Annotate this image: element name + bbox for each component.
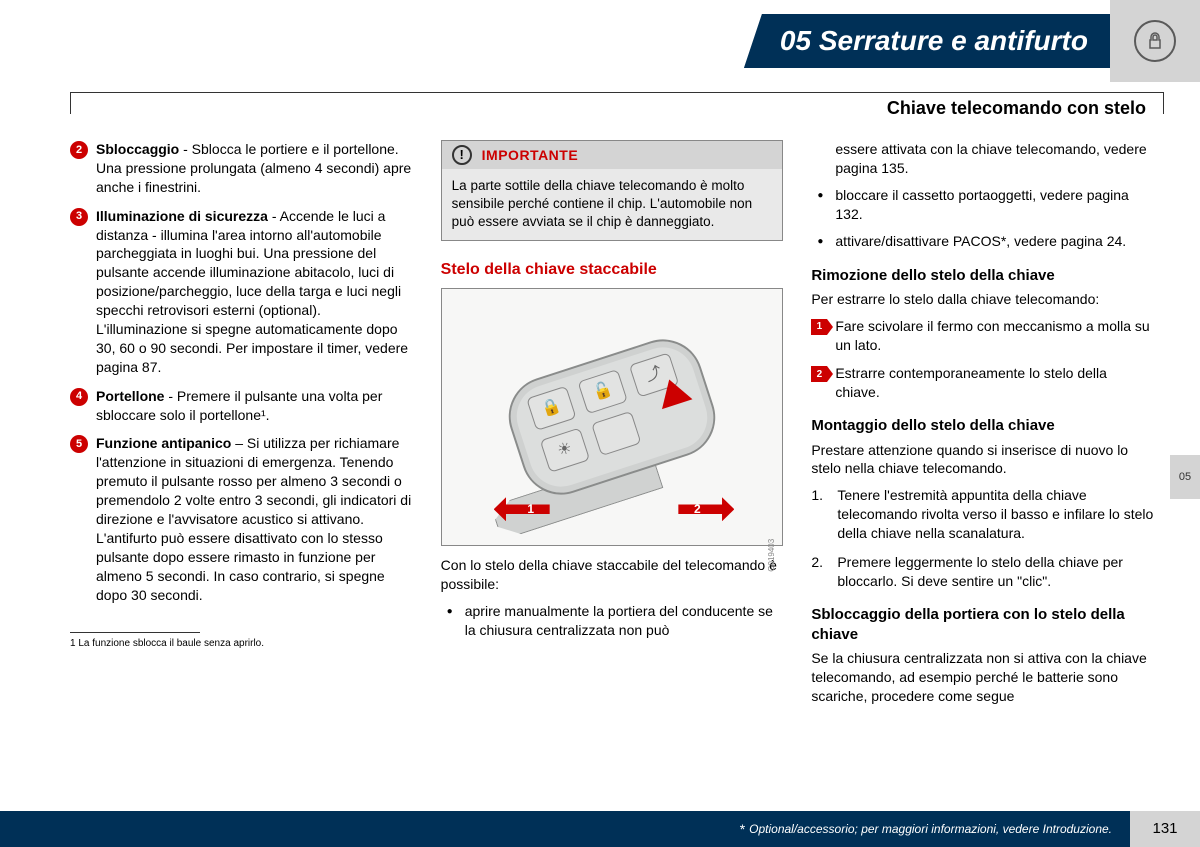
column-2: ! IMPORTANTE La parte sottile della chia… [441,140,784,706]
arrow-label: 2 [694,501,701,517]
footnote-star-icon: * [740,820,745,839]
paragraph: Per estrarre lo stelo dalla chiave telec… [811,290,1154,309]
step-badge: 3 [70,208,88,226]
bullet-list: bloccare il cassetto portaoggetti, veder… [817,186,1154,252]
paragraph: Se la chiusura centralizzata non si atti… [811,649,1154,706]
item-text: Estrarre contemporaneamente lo stelo del… [835,364,1154,402]
bullet-list: aprire manualmente la portiera del condu… [447,602,784,640]
bullet-item: aprire manualmente la portiera del condu… [447,602,784,640]
fob-light-icon: ☀ [540,428,590,473]
item-body: Funzione antipanico – Si utilizza per ri… [96,434,413,604]
chapter-title: 05 Serrature e antifurto [744,14,1110,68]
footnote-rule [70,632,200,633]
item-text: Fare scivolare il fermo con meccanismo a… [835,317,1154,355]
bullet-item: bloccare il cassetto portaoggetti, veder… [817,186,1154,224]
item-text: Premere leggermente lo stelo della chiav… [837,553,1154,591]
column-3: essere attivata con la chiave telecomand… [811,140,1164,706]
item-text: - Accende le luci a distanza - illumina … [96,208,408,375]
item-text: Tenere l'estremità appuntita della chiav… [837,486,1154,543]
section-heading: Stelo della chiave staccabile [441,259,784,281]
section-heading: Sbloccaggio della portiera con lo stelo … [811,605,1154,646]
item-title: Funzione antipanico [96,435,231,451]
fob-unlock-icon: 🔓 [577,369,627,414]
side-tab: 05 [1170,455,1200,499]
page-subtitle: Chiave telecomando con stelo [883,96,1150,120]
section-heading: Montaggio dello stelo della chiave [811,416,1154,436]
list-item: 3 Illuminazione di sicurezza - Accende l… [70,207,413,377]
list-item: 4 Portellone - Premere il pulsante una v… [70,387,413,425]
important-header: ! IMPORTANTE [442,141,783,169]
step-badge: 1 [811,319,827,335]
figure-caption: Con lo stelo della chiave staccabile del… [441,556,784,594]
section-heading: Rimozione dello stelo della chiave [811,266,1154,286]
step-badge: 5 [70,435,88,453]
item-title: Sbloccaggio [96,141,179,157]
fob-lock-icon: 🔒 [526,386,576,431]
item-title: Illuminazione di sicurezza [96,208,268,224]
item-body: Illuminazione di sicurezza - Accende le … [96,207,413,377]
lock-icon [1134,20,1176,62]
page-number: 131 [1130,811,1200,847]
footnote: 1 La funzione sblocca il baule senza apr… [70,637,413,651]
fob-blank-icon [591,411,641,456]
figure-key-fob: 🔒 🔓 ⤴ ☀ 1 2 G019403 [441,288,784,546]
figure-arrow-2: 2 [678,497,734,521]
item-body: Sbloccaggio - Sblocca le portiere e il p… [96,140,413,197]
step-badge: 2 [811,366,827,382]
numbered-list: 1.Tenere l'estremità appuntita della chi… [811,486,1154,590]
list-item: 1.Tenere l'estremità appuntita della chi… [811,486,1154,543]
key-fob-shape: 🔒 🔓 ⤴ ☀ [498,329,725,505]
list-number: 1. [811,486,827,543]
footer-text: Optional/accessorio; per maggiori inform… [749,821,1112,837]
item-title: Portellone [96,388,164,404]
list-item: 2 Estrarre contemporaneamente lo stelo d… [811,364,1154,402]
list-item: 1 Fare scivolare il fermo con meccanismo… [811,317,1154,355]
bullet-text: attivare/disattivare PACOS*, vedere pagi… [835,232,1126,252]
content-columns: 2 Sbloccaggio - Sblocca le portiere e il… [70,140,1164,706]
paragraph: Prestare attenzione quando si inserisce … [811,441,1154,479]
alert-icon: ! [452,145,472,165]
list-item: 2. Premere leggermente lo stelo della chi… [811,553,1154,591]
item-body: Portellone - Premere il pulsante una vol… [96,387,413,425]
step-badge: 2 [70,141,88,159]
column-1: 2 Sbloccaggio - Sblocca le portiere e il… [70,140,413,706]
page-footer: * Optional/accessorio; per maggiori info… [0,811,1200,847]
bullet-item: attivare/disattivare PACOS*, vedere pagi… [817,232,1154,252]
list-item: 5 Funzione antipanico – Si utilizza per … [70,434,413,604]
bullet-text: aprire manualmente la portiera del condu… [465,602,784,640]
figure-code: G019403 [768,539,779,572]
item-text: – Si utilizza per richiamare l'attenzion… [96,435,411,602]
step-badge: 4 [70,388,88,406]
bullet-text: bloccare il cassetto portaoggetti, veder… [835,186,1154,224]
important-title: IMPORTANTE [482,146,579,165]
important-box: ! IMPORTANTE La parte sottile della chia… [441,140,784,241]
continuation-text: essere attivata con la chiave telecomand… [835,140,1154,178]
page-header: 05 Serrature e antifurto [0,0,1200,82]
header-icon-box [1110,0,1200,82]
list-item: 2 Sbloccaggio - Sblocca le portiere e il… [70,140,413,197]
list-number: 2. [811,553,827,591]
important-body: La parte sottile della chiave telecomand… [442,169,783,240]
